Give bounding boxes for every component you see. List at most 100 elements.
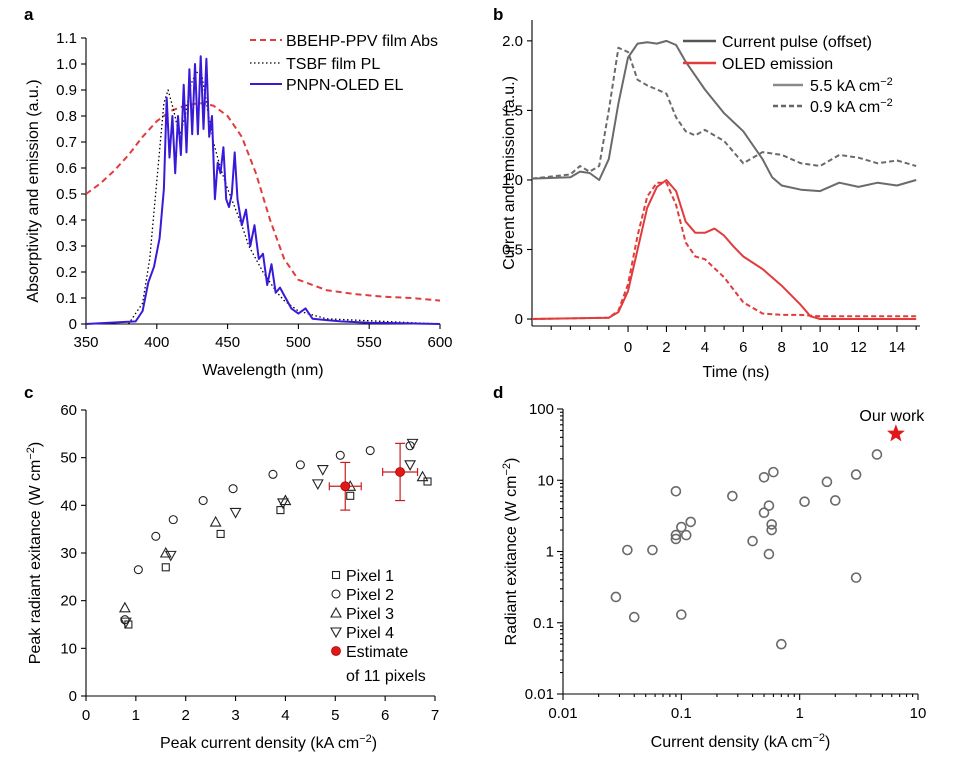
- data-point-d: [747, 535, 758, 547]
- series-line-a-3: [85, 55, 441, 325]
- panel-letter-b: b: [493, 5, 503, 24]
- x-axis-label-a: Wavelength (nm): [202, 362, 323, 379]
- y-tick-label-c: 40: [60, 497, 77, 514]
- data-point-d: [799, 496, 810, 507]
- data-point-d: [685, 516, 697, 528]
- y-tick-label-a: 0.7: [56, 134, 77, 151]
- series-line-b-4: [531, 181, 917, 320]
- y-tick-label-c: 50: [60, 450, 77, 467]
- data-point-d: [829, 495, 841, 506]
- data-point-d: [850, 572, 862, 583]
- data-point-d: [670, 529, 682, 541]
- our-work-star-icon: [886, 424, 905, 442]
- legend-marker-c-1: [331, 570, 341, 580]
- x-axis-label-d: Current density (kA cm−2): [651, 732, 831, 751]
- y-tick-label-b: 1.0: [502, 172, 523, 189]
- data-point-c-circle: [295, 460, 305, 470]
- y-tick-label-d: 10: [537, 472, 554, 489]
- x-tick-label-b: 6: [739, 339, 747, 356]
- y-tick-label-b: 0: [515, 311, 523, 328]
- x-tick-label-b: 10: [812, 339, 829, 356]
- y-tick-label-a: 0.4: [56, 212, 77, 229]
- data-point-c-circle: [335, 450, 345, 460]
- y-tick-label-a: 0.1: [56, 290, 77, 307]
- data-point-d: [850, 469, 862, 480]
- x-tick-label-c: 5: [331, 707, 339, 724]
- y-tick-label-c: 30: [60, 545, 77, 562]
- x-tick-label-c: 0: [82, 707, 90, 724]
- x-tick-label-d: 0.01: [548, 705, 577, 722]
- x-tick-label-c: 7: [431, 707, 439, 724]
- data-point-d: [647, 544, 658, 556]
- series-line-b-2: [531, 46, 917, 180]
- y-tick-label-a: 0.9: [56, 82, 77, 99]
- x-tick-label-c: 2: [182, 707, 190, 724]
- x-tick-label-c: 1: [132, 707, 140, 724]
- x-tick-label-a: 550: [357, 334, 382, 351]
- data-point-d: [676, 521, 687, 533]
- x-tick-label-b: 14: [889, 339, 906, 356]
- x-tick-label-b: 4: [701, 339, 709, 356]
- data-point-c-circle: [133, 565, 143, 575]
- y-tick-label-a: 0.6: [56, 160, 77, 177]
- data-point-c-circle: [268, 469, 278, 479]
- y-tick-label-c: 0: [69, 688, 77, 705]
- series-line-a-2: [127, 71, 441, 325]
- y-tick-label-c: 60: [60, 402, 77, 419]
- y-tick-label-a: 0.2: [56, 264, 77, 281]
- data-point-d: [871, 449, 883, 460]
- data-point-d: [768, 466, 779, 478]
- data-point-d: [758, 507, 770, 519]
- y-tick-label-a: 0: [69, 316, 77, 333]
- data-point-c-triangle-up: [416, 470, 429, 482]
- y-tick-label-a: 0.3: [56, 238, 77, 255]
- data-point-d: [628, 611, 640, 623]
- data-point-c-triangle-down: [311, 479, 324, 491]
- y-tick-label-c: 20: [60, 593, 77, 610]
- y-tick-label-c: 10: [60, 640, 77, 657]
- legend-label-c-2: Pixel 2: [346, 587, 394, 604]
- y-tick-label-a: 0.5: [56, 186, 77, 203]
- x-tick-label-a: 600: [427, 334, 452, 351]
- legend-label-c-6: of 11 pixels: [346, 668, 426, 685]
- x-tick-label-d: 10: [910, 705, 927, 722]
- data-point-c-triangle-down: [316, 465, 329, 476]
- legend-marker-c-5: [331, 646, 341, 656]
- legend-label-b-1: Current pulse (offset): [722, 34, 872, 51]
- x-tick-label-a: 350: [73, 334, 98, 351]
- y-tick-label-d: 0.01: [525, 686, 554, 703]
- data-point-c-triangle-down: [164, 550, 177, 562]
- x-tick-label-a: 500: [286, 334, 311, 351]
- legend-label-a-1: BBEHP-PPV film Abs: [286, 33, 438, 50]
- data-point-c-square: [346, 491, 355, 500]
- x-axis-label-c: Peak current density (kA cm−2): [160, 733, 377, 752]
- data-point-d: [776, 638, 787, 650]
- panel-letter-a: a: [24, 5, 34, 24]
- data-point-c-circle: [198, 496, 208, 506]
- x-tick-label-d: 0.1: [671, 705, 692, 722]
- data-point-c-triangle-down: [406, 438, 419, 450]
- legend-marker-c-2: [331, 589, 341, 599]
- data-point-c-triangle-up: [118, 601, 131, 613]
- data-point-d: [622, 544, 633, 556]
- legend-label-a-3: PNPN-OLED EL: [286, 77, 403, 94]
- x-tick-label-b: 0: [624, 339, 632, 356]
- y-tick-label-a: 1.1: [56, 30, 77, 47]
- data-point-d: [727, 490, 738, 502]
- data-point-c-triangle-down: [277, 498, 289, 510]
- data-point-d: [763, 500, 775, 511]
- x-tick-label-a: 400: [144, 334, 169, 351]
- data-point-c-circle: [168, 515, 178, 525]
- panel-letter-d: d: [493, 383, 503, 402]
- y-axis-label-b: Current and emission (a.u.): [501, 76, 518, 270]
- data-point-d: [758, 472, 770, 483]
- legend-label-c-1: Pixel 1: [346, 568, 394, 585]
- x-tick-label-b: 2: [662, 339, 670, 356]
- annotation-our-work: Our work: [859, 408, 925, 425]
- y-axis-label-c: Peak radiant exitance (W cm−2): [25, 442, 44, 664]
- data-point-c-circle: [365, 445, 375, 456]
- x-tick-label-c: 3: [231, 707, 239, 724]
- x-tick-label-b: 8: [778, 339, 786, 356]
- data-point-c-circle: [405, 441, 415, 451]
